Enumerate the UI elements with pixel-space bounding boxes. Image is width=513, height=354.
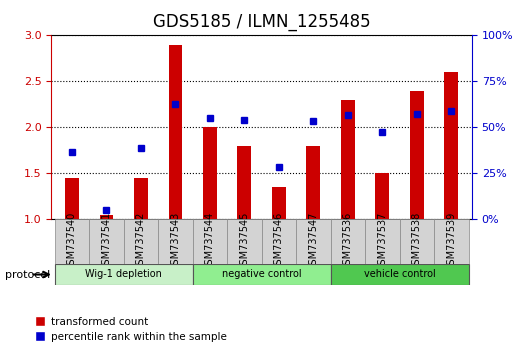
- Bar: [238, 146, 251, 219]
- Title: GDS5185 / ILMN_1255485: GDS5185 / ILMN_1255485: [153, 13, 370, 32]
- Bar: [272, 187, 286, 219]
- FancyBboxPatch shape: [227, 219, 262, 264]
- FancyBboxPatch shape: [193, 219, 227, 264]
- Text: GSM737541: GSM737541: [102, 212, 111, 271]
- Bar: [444, 72, 458, 219]
- Bar: [65, 178, 79, 219]
- FancyBboxPatch shape: [365, 219, 400, 264]
- FancyBboxPatch shape: [262, 219, 296, 264]
- Bar: [341, 100, 354, 219]
- FancyBboxPatch shape: [124, 219, 158, 264]
- Text: GSM737537: GSM737537: [377, 212, 387, 271]
- Legend: transformed count, percentile rank within the sample: transformed count, percentile rank withi…: [31, 313, 231, 346]
- FancyBboxPatch shape: [400, 219, 434, 264]
- FancyBboxPatch shape: [89, 219, 124, 264]
- Text: GSM737543: GSM737543: [170, 212, 181, 271]
- Text: vehicle control: vehicle control: [364, 269, 436, 279]
- FancyBboxPatch shape: [158, 219, 193, 264]
- Bar: [203, 127, 217, 219]
- Text: negative control: negative control: [222, 269, 302, 279]
- Bar: [376, 173, 389, 219]
- Text: Wig-1 depletion: Wig-1 depletion: [85, 269, 162, 279]
- FancyBboxPatch shape: [296, 219, 330, 264]
- Text: GSM737546: GSM737546: [274, 212, 284, 271]
- Text: GSM737538: GSM737538: [412, 212, 422, 271]
- Text: GSM737547: GSM737547: [308, 212, 319, 271]
- Bar: [410, 91, 424, 219]
- Bar: [100, 215, 113, 219]
- Bar: [134, 178, 148, 219]
- Text: GSM737540: GSM737540: [67, 212, 77, 271]
- FancyBboxPatch shape: [330, 219, 365, 264]
- FancyBboxPatch shape: [193, 264, 330, 285]
- Text: GSM737545: GSM737545: [240, 212, 249, 271]
- Text: GSM737536: GSM737536: [343, 212, 353, 271]
- Text: GSM737542: GSM737542: [136, 212, 146, 271]
- FancyBboxPatch shape: [434, 219, 468, 264]
- Text: GSM737539: GSM737539: [446, 212, 456, 271]
- FancyBboxPatch shape: [330, 264, 468, 285]
- FancyBboxPatch shape: [55, 264, 193, 285]
- Text: GSM737544: GSM737544: [205, 212, 215, 271]
- Bar: [169, 45, 182, 219]
- Bar: [306, 146, 320, 219]
- FancyBboxPatch shape: [55, 219, 89, 264]
- Text: protocol: protocol: [5, 270, 50, 280]
